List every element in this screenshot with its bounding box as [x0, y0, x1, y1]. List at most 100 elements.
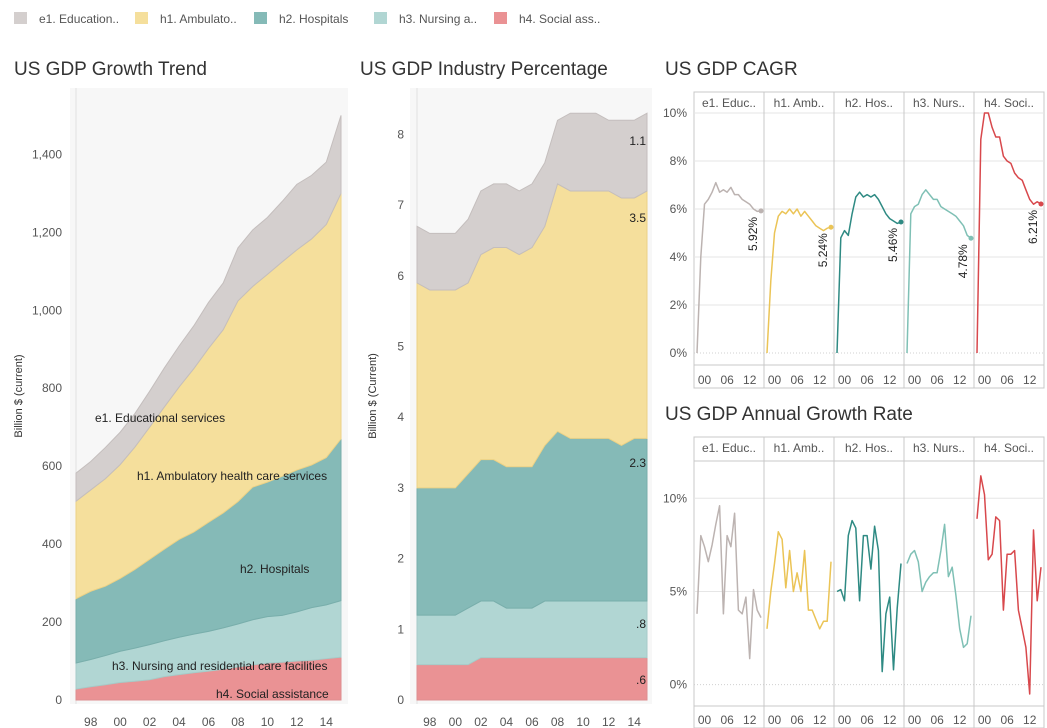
- pct-x-tick-06: 06: [525, 715, 539, 728]
- trend-y-tick-4: 800: [42, 381, 62, 395]
- cagr-end-label-1: 5.92%: [746, 217, 760, 251]
- pct-end-label-5: .6: [636, 673, 646, 687]
- trend-x-tick-08: 08: [231, 715, 245, 728]
- cagr-x-tick-1-06: 06: [720, 373, 734, 387]
- annual-x-tick-5-00: 00: [978, 713, 992, 727]
- trend-x-tick-00: 00: [113, 715, 127, 728]
- cagr-line-h2-hos: [836, 191, 902, 354]
- pct-y-tick-4: 4: [397, 410, 404, 424]
- cagr-x-tick-4-12: 12: [953, 373, 967, 387]
- cagr-y-tick-1: 2%: [670, 298, 688, 312]
- annual-x-tick-4-12: 12: [953, 713, 967, 727]
- pct-x-tick-08: 08: [551, 715, 565, 728]
- annual-x-tick-3-06: 06: [860, 713, 874, 727]
- growth-trend-title: US GDP Growth Trend: [14, 59, 207, 80]
- annual-line-h3-nurs: [906, 523, 972, 649]
- cagr-line-e1-educ: [696, 181, 762, 354]
- legend-swatch-2: [135, 12, 148, 24]
- cagr-end-label-4: 4.78%: [956, 244, 970, 278]
- trend-x-tick-98: 98: [84, 715, 98, 728]
- annual-x-tick-4-06: 06: [930, 713, 944, 727]
- annual-x-tick-4-00: 00: [908, 713, 922, 727]
- cagr-y-tick-0: 0%: [670, 346, 688, 360]
- pct-y-tick-3: 3: [397, 481, 404, 495]
- cagr-x-tick-2-12: 12: [813, 373, 827, 387]
- annual-x-tick-5-06: 06: [1000, 713, 1014, 727]
- annual-x-tick-3-00: 00: [838, 713, 852, 727]
- legend-label-1: e1. Education..: [39, 12, 119, 26]
- cagr-line-h3-nurs: [906, 189, 972, 354]
- pct-end-label-4: .8: [636, 617, 646, 631]
- annual-frame: [693, 436, 1045, 728]
- cagr-line-h1-amb: [766, 208, 832, 354]
- trend-annotation-1: e1. Educational services: [95, 411, 225, 425]
- trend-annotation-3: h2. Hospitals: [240, 562, 309, 576]
- trend-y-tick-6: 1,200: [32, 225, 62, 239]
- annual-facet-label-3: h2. Hos..: [845, 441, 893, 455]
- pct-y-tick-1: 1: [397, 622, 404, 636]
- cagr-x-tick-5-12: 12: [1023, 373, 1037, 387]
- cagr-y-tick-2: 4%: [670, 250, 688, 264]
- trend-x-tick-10: 10: [261, 715, 275, 728]
- cagr-x-tick-1-00: 00: [698, 373, 712, 387]
- cagr-facet-label-2: h1. Amb..: [774, 96, 825, 110]
- pct-y-tick-8: 8: [397, 127, 404, 141]
- cagr-x-tick-5-00: 00: [978, 373, 992, 387]
- pct-x-tick-02: 02: [474, 715, 488, 728]
- pct-x-tick-12: 12: [602, 715, 616, 728]
- annual-x-tick-2-12: 12: [813, 713, 827, 727]
- cagr-title: US GDP CAGR: [665, 59, 798, 80]
- cagr-x-tick-2-00: 00: [768, 373, 782, 387]
- legend-swatch-3: [254, 12, 267, 24]
- pct-x-tick-00: 00: [449, 715, 463, 728]
- trend-annotation-5: h4. Social assistance: [216, 687, 329, 701]
- annual-x-tick-1-00: 00: [698, 713, 712, 727]
- legend-swatch-5: [494, 12, 507, 24]
- cagr-frame: [693, 91, 1045, 389]
- cagr-facet-label-1: e1. Educ..: [702, 96, 756, 110]
- annual-facet-label-4: h3. Nurs..: [913, 441, 965, 455]
- cagr-x-tick-3-00: 00: [838, 373, 852, 387]
- trend-y-tick-5: 1,000: [32, 303, 62, 317]
- legend: e1. Education.. h1. Ambulato.. h2. Hospita…: [14, 12, 600, 26]
- annual-x-tick-3-12: 12: [883, 713, 897, 727]
- trend-x-tick-02: 02: [143, 715, 157, 728]
- trend-y-tick-7: 1,400: [32, 147, 62, 161]
- pct-y-tick-5: 5: [397, 340, 404, 354]
- annual-line-h2-hos: [836, 519, 902, 673]
- cagr-end-dot-2: [828, 224, 834, 230]
- trend-y-axis-title: Billion $ (current): [13, 354, 25, 437]
- annual-x-tick-5-12: 12: [1023, 713, 1037, 727]
- trend-annotation-4: h3. Nursing and residential care facilit…: [112, 659, 327, 673]
- annual-growth-title: US GDP Annual Growth Rate: [665, 404, 913, 425]
- annual-facet-label-5: h4. Soci..: [984, 441, 1034, 455]
- trend-y-tick-1: 200: [42, 615, 62, 629]
- cagr-end-dot-3: [898, 219, 904, 225]
- pct-end-label-1: 1.1: [629, 134, 646, 148]
- cagr-x-tick-4-06: 06: [930, 373, 944, 387]
- trend-y-tick-2: 400: [42, 537, 62, 551]
- annual-y-tick-2: 10%: [663, 491, 687, 505]
- pct-y-axis-title: Billion $ (Current): [367, 353, 379, 439]
- legend-label-2: h1. Ambulato..: [160, 12, 237, 26]
- annual-x-tick-1-12: 12: [743, 713, 757, 727]
- pct-end-label-3: 2.3: [629, 456, 646, 470]
- pct-y-tick-0: 0: [397, 693, 404, 707]
- legend-label-4: h3. Nursing a..: [399, 12, 477, 26]
- annual-x-tick-1-06: 06: [720, 713, 734, 727]
- annual-y-tick-1: 5%: [670, 584, 688, 598]
- cagr-end-dot-4: [968, 235, 974, 241]
- legend-label-5: h4. Social ass..: [519, 12, 600, 26]
- annual-x-tick-2-06: 06: [790, 713, 804, 727]
- annual-x-tick-2-00: 00: [768, 713, 782, 727]
- trend-y-tick-3: 600: [42, 459, 62, 473]
- trend-annotation-2: h1. Ambulatory health care services: [137, 469, 327, 483]
- annual-line-h1-amb: [766, 531, 832, 630]
- cagr-end-label-5: 6.21%: [1026, 210, 1040, 244]
- cagr-line-h4-soci: [976, 112, 1042, 354]
- annual-line-h4-soci: [976, 475, 1042, 695]
- legend-swatch-1: [14, 12, 27, 24]
- trend-area-e1-educational-services: [75, 115, 342, 503]
- cagr-end-label-3: 5.46%: [886, 228, 900, 262]
